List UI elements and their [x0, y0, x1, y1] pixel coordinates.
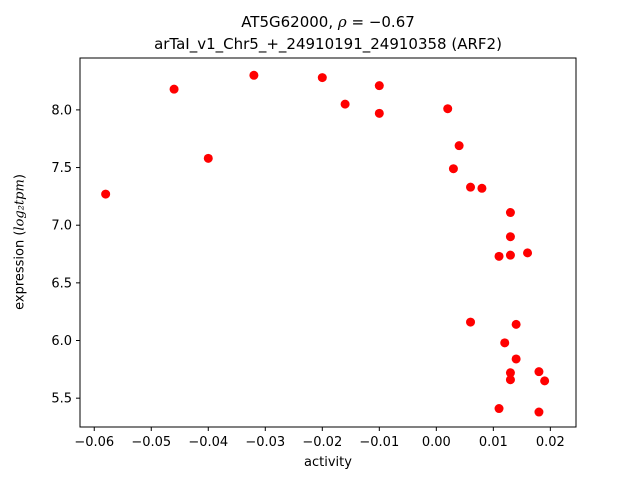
- data-point: [511, 319, 521, 329]
- data-point: [505, 250, 515, 260]
- data-point: [534, 407, 544, 417]
- y-axis-label-prefix: expression (: [12, 230, 28, 310]
- data-point: [505, 232, 515, 242]
- chart-title-line2: arTaI_v1_Chr5_+_24910191_24910358 (ARF2): [154, 35, 502, 53]
- data-point: [317, 73, 327, 83]
- y-tick-label: 6.0: [51, 334, 72, 349]
- data-point: [505, 208, 515, 218]
- data-point: [523, 248, 533, 258]
- data-point: [540, 376, 550, 386]
- data-point: [169, 84, 179, 94]
- data-point: [454, 141, 464, 151]
- x-tick-label: −0.01: [359, 435, 399, 450]
- x-tick-label: −0.06: [74, 435, 114, 450]
- data-point: [448, 164, 458, 174]
- data-point: [505, 368, 515, 378]
- axes-border: [79, 57, 577, 428]
- x-tick-label: −0.02: [302, 435, 342, 450]
- x-tick-label: 0.02: [536, 435, 565, 450]
- y-tick-label: 7.5: [51, 161, 72, 176]
- y-tick-label: 6.5: [51, 276, 72, 291]
- title-gene: AT5G62000,: [241, 13, 338, 31]
- data-point: [101, 189, 111, 199]
- x-tick-label: −0.04: [188, 435, 228, 450]
- data-point: [249, 70, 259, 80]
- y-tick-label: 8.0: [51, 103, 72, 118]
- data-point: [511, 354, 521, 364]
- y-axis-label: expression (log₂tpm): [13, 174, 28, 310]
- title-rho-symbol: ρ: [337, 13, 347, 31]
- x-tick-label: 0.01: [479, 435, 508, 450]
- data-point: [494, 404, 504, 414]
- data-point: [374, 81, 384, 91]
- data-point: [374, 108, 384, 118]
- data-point: [466, 182, 476, 192]
- data-point: [494, 251, 504, 261]
- chart-title-line1: AT5G62000, ρ = −0.67: [241, 13, 415, 31]
- y-tick-label: 5.5: [51, 392, 72, 407]
- data-point: [203, 153, 213, 163]
- x-axis-label: activity: [304, 455, 352, 470]
- data-point: [505, 375, 515, 385]
- data-point: [477, 183, 487, 193]
- x-tick-label: −0.05: [131, 435, 171, 450]
- data-point: [340, 99, 350, 109]
- data-point: [443, 104, 453, 114]
- data-point: [500, 338, 510, 348]
- y-tick-label: 7.0: [51, 219, 72, 234]
- data-point: [466, 317, 476, 327]
- y-axis-label-math: log₂tpm: [12, 179, 28, 231]
- data-point: [534, 367, 544, 377]
- x-tick-label: 0.00: [422, 435, 451, 450]
- y-axis-label-suffix: ): [12, 174, 28, 180]
- title-rho-value: = −0.67: [346, 13, 415, 31]
- x-tick-label: −0.03: [245, 435, 285, 450]
